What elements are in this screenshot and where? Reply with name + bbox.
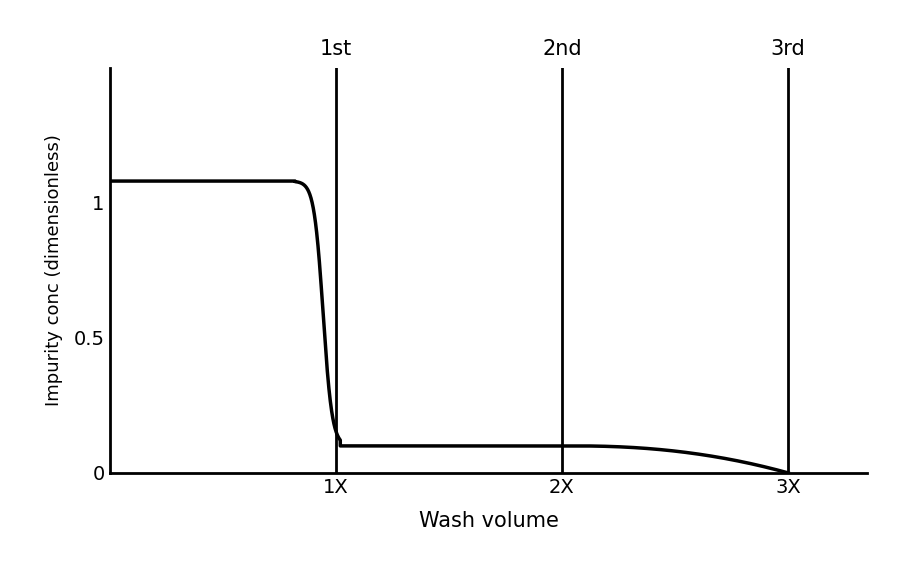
Y-axis label: Impurity conc (dimensionless): Impurity conc (dimensionless) [45,135,63,406]
X-axis label: Wash volume: Wash volume [418,511,559,531]
Text: 2nd: 2nd [542,39,582,59]
Text: 3rd: 3rd [771,39,805,59]
Text: 1st: 1st [320,39,352,59]
